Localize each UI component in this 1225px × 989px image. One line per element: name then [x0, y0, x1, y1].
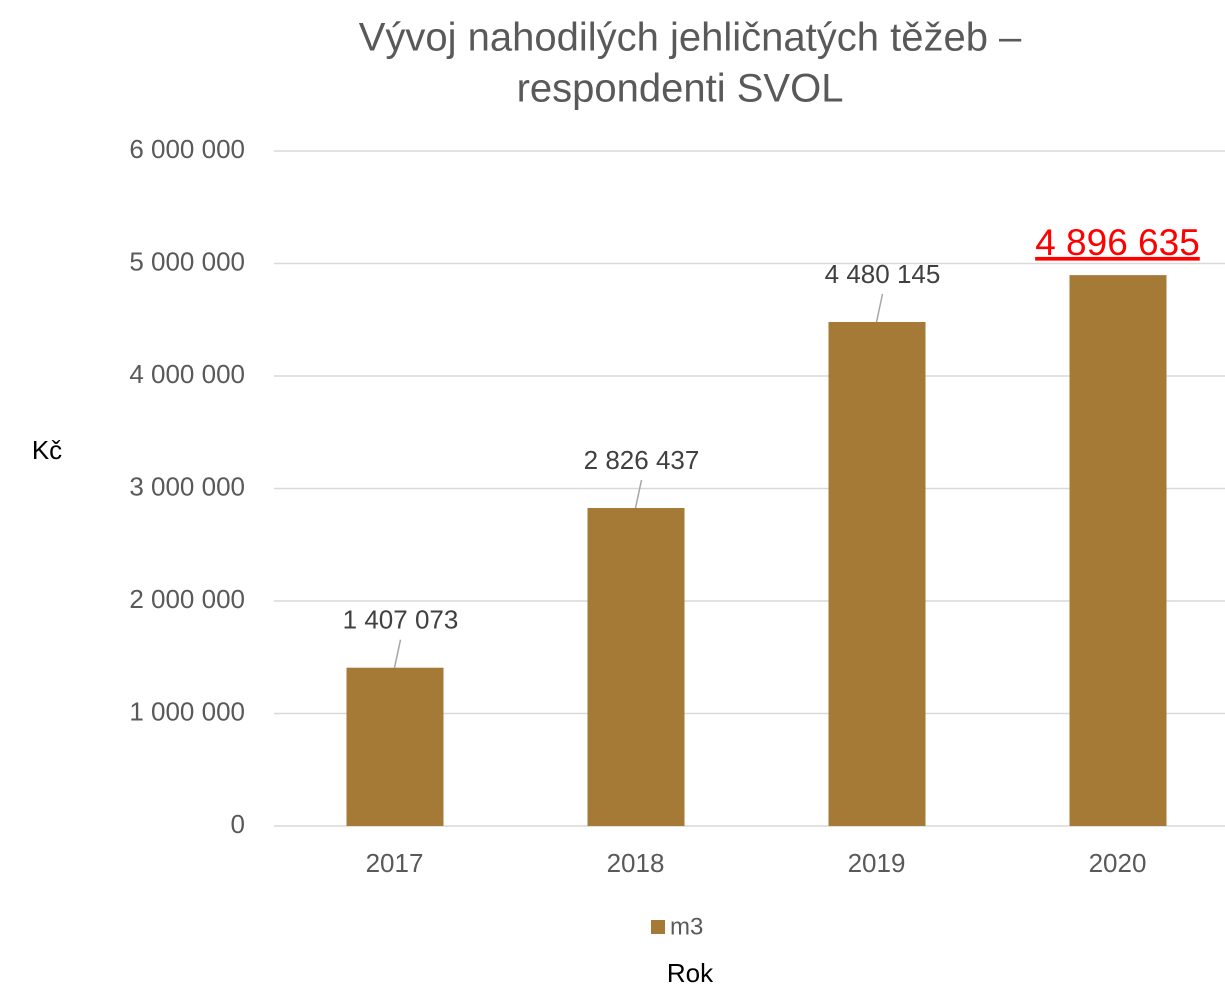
leader-line [393, 639, 402, 668]
y-tick-label: 2 000 000 [129, 584, 245, 614]
y-tick-label: 4 000 000 [129, 359, 245, 389]
data-label: 2 826 437 [584, 445, 700, 475]
x-tick-label: 2018 [607, 848, 665, 878]
bar [828, 321, 926, 826]
leader-line [634, 479, 643, 509]
y-tick-label: 6 000 000 [129, 134, 245, 164]
bar [1069, 275, 1167, 827]
x-axis-label: Rok [667, 958, 714, 988]
x-tick-label: 2019 [848, 848, 906, 878]
bar [346, 667, 444, 826]
y-tick-label: 0 [231, 809, 245, 839]
data-label: 4 480 145 [825, 259, 941, 289]
x-tick-label: 2017 [366, 848, 424, 878]
y-axis-label: Kč [32, 435, 62, 465]
chart-title: Vývoj nahodilých jehličnatých těžeb – [359, 16, 1022, 60]
y-tick-label: 3 000 000 [129, 471, 245, 501]
data-label: 1 407 073 [343, 605, 459, 635]
bar [587, 508, 685, 826]
y-tick-label: 5 000 000 [129, 246, 245, 276]
leader-line [875, 293, 884, 323]
y-tick-label: 1 000 000 [129, 696, 245, 726]
chart-title: respondenti SVOL [517, 67, 844, 111]
x-tick-label: 2020 [1089, 848, 1147, 878]
legend-swatch [651, 920, 665, 934]
data-label: 4 896 635 [1035, 222, 1200, 263]
legend-label: m3 [670, 913, 703, 940]
